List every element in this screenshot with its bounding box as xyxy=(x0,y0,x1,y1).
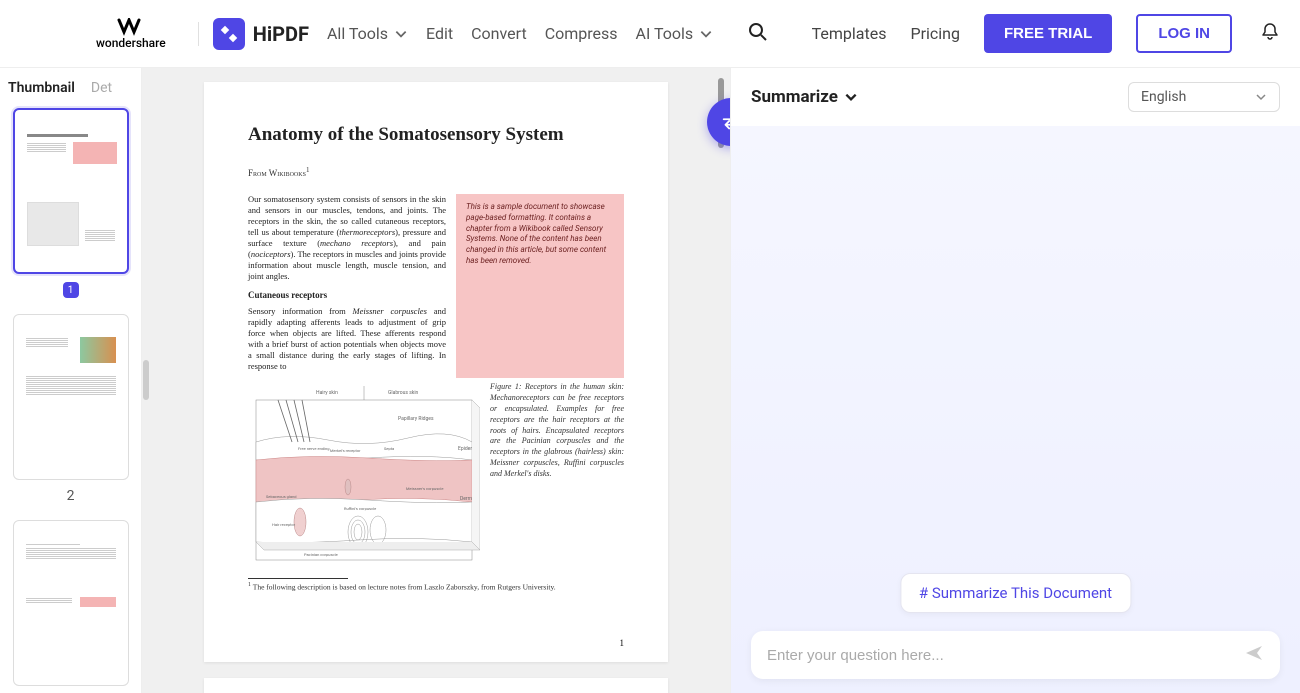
thumbnail-page-1[interactable] xyxy=(13,108,129,274)
svg-text:Septa: Septa xyxy=(384,446,394,451)
login-button[interactable]: LOG IN xyxy=(1136,14,1232,53)
swap-icon xyxy=(720,111,730,133)
ai-conversation: # Summarize This Document xyxy=(731,126,1300,693)
wondershare-logo[interactable]: wondershare xyxy=(96,18,166,50)
page-body: Our somatosensory system consists of sen… xyxy=(248,194,624,378)
language-selector[interactable]: English xyxy=(1128,82,1280,112)
chevron-down-icon xyxy=(844,90,858,104)
nav-all-tools-label: All Tools xyxy=(327,24,388,43)
ai-question-input[interactable] xyxy=(767,647,1244,664)
svg-text:Meissner's corpuscle: Meissner's corpuscle xyxy=(406,486,443,491)
figure-1-image: Hairy skin Glabrous skin Papillary Ridge… xyxy=(248,382,480,568)
nav-edit-label: Edit xyxy=(426,24,453,43)
nav-convert-label: Convert xyxy=(471,24,527,43)
send-icon xyxy=(1244,643,1264,663)
svg-text:Glabrous skin: Glabrous skin xyxy=(388,390,419,396)
nav-edit[interactable]: Edit xyxy=(426,24,453,43)
nav-templates[interactable]: Templates xyxy=(812,24,887,43)
footnote-rule xyxy=(248,578,348,579)
nav-pricing[interactable]: Pricing xyxy=(910,24,960,43)
header-right: Templates Pricing FREE TRIAL LOG IN xyxy=(812,14,1280,53)
nav-ai-tools-label: AI Tools xyxy=(636,24,694,43)
tab-detail[interactable]: Det xyxy=(91,80,112,96)
ai-mode-selector[interactable]: Summarize xyxy=(751,87,858,107)
svg-text:Merkel's receptor: Merkel's receptor xyxy=(330,448,361,453)
bell-icon xyxy=(1260,22,1280,42)
header-divider xyxy=(198,22,199,46)
callout-box: This is a sample document to showcase pa… xyxy=(456,194,624,378)
svg-text:Free nerve ending: Free nerve ending xyxy=(298,446,329,451)
page-source-text: From Wikibooks xyxy=(248,168,306,178)
sidebar-tabs: Thumbnail Det xyxy=(0,68,141,104)
figure-row: Hairy skin Glabrous skin Papillary Ridge… xyxy=(248,382,624,568)
tab-thumbnail[interactable]: Thumbnail xyxy=(8,80,75,96)
figure-1-caption: Figure 1: Receptors in the human skin: M… xyxy=(490,382,624,568)
svg-text:Ruffini's corpuscle: Ruffini's corpuscle xyxy=(344,506,376,511)
free-trial-button[interactable]: FREE TRIAL xyxy=(984,14,1112,53)
page-column-left: Our somatosensory system consists of sen… xyxy=(248,194,446,378)
thumbnail-page-3[interactable] xyxy=(13,520,129,686)
search-icon xyxy=(747,21,769,43)
main-area: Thumbnail Det xyxy=(0,68,1300,693)
wondershare-icon xyxy=(117,18,145,36)
svg-text:Hairy skin: Hairy skin xyxy=(316,390,338,396)
language-label: English xyxy=(1141,89,1186,105)
hipdf-label: HiPDF xyxy=(253,22,309,46)
notifications-button[interactable] xyxy=(1260,22,1280,46)
sidebar-scrollbar[interactable] xyxy=(143,360,149,400)
document-viewer: Anatomy of the Somatosensory System From… xyxy=(142,68,730,693)
page-title: Anatomy of the Somatosensory System xyxy=(248,124,624,146)
page-source: From Wikibooks1 xyxy=(248,166,624,178)
nav-compress[interactable]: Compress xyxy=(545,24,618,43)
footnote-1: 1 The following description is based on … xyxy=(248,582,624,592)
svg-text:Papillary Ridges: Papillary Ridges xyxy=(398,416,434,422)
hipdf-icon xyxy=(213,18,245,50)
paragraph-2: Sensory information from Meissner corpus… xyxy=(248,306,446,372)
svg-text:Pacinian corpuscle: Pacinian corpuscle xyxy=(304,552,338,557)
nav-ai-tools[interactable]: AI Tools xyxy=(636,24,714,43)
ai-input-container xyxy=(751,631,1280,679)
app-header: wondershare HiPDF All Tools Edit Convert… xyxy=(0,0,1300,68)
search-button[interactable] xyxy=(747,21,769,47)
svg-text:Hair receptor: Hair receptor xyxy=(272,522,296,527)
thumbnail-list: 1 2 xyxy=(0,104,141,693)
swap-panels-button[interactable] xyxy=(707,98,730,146)
send-button[interactable] xyxy=(1244,643,1264,667)
sidebar: Thumbnail Det xyxy=(0,68,142,693)
wondershare-label: wondershare xyxy=(96,36,166,50)
svg-text:Sebaceous gland: Sebaceous gland xyxy=(266,494,297,499)
ai-panel-header: Summarize English xyxy=(731,68,1300,126)
subheading: Cutaneous receptors xyxy=(248,290,446,302)
ai-mode-label: Summarize xyxy=(751,87,838,107)
page-2-peek[interactable] xyxy=(204,678,668,693)
page-1[interactable]: Anatomy of the Somatosensory System From… xyxy=(204,82,668,662)
hipdf-logo[interactable]: HiPDF xyxy=(213,18,309,50)
page-number: 1 xyxy=(620,638,625,648)
paragraph-1: Our somatosensory system consists of sen… xyxy=(248,194,446,282)
chevron-down-icon xyxy=(699,27,713,41)
nav-convert[interactable]: Convert xyxy=(471,24,527,43)
thumbnail-badge-1: 1 xyxy=(63,282,79,298)
page-source-sup: 1 xyxy=(306,166,310,174)
nav-all-tools[interactable]: All Tools xyxy=(327,24,408,43)
thumbnail-number-2: 2 xyxy=(8,488,133,504)
nav-links: All Tools Edit Convert Compress AI Tools xyxy=(327,21,769,47)
suggestion-summarize[interactable]: # Summarize This Document xyxy=(900,573,1131,613)
nav-compress-label: Compress xyxy=(545,24,618,43)
chevron-down-icon xyxy=(1255,91,1267,103)
thumbnail-page-2[interactable] xyxy=(13,314,129,480)
chevron-down-icon xyxy=(394,27,408,41)
ai-panel: Summarize English # Summarize This Docum… xyxy=(730,68,1300,693)
